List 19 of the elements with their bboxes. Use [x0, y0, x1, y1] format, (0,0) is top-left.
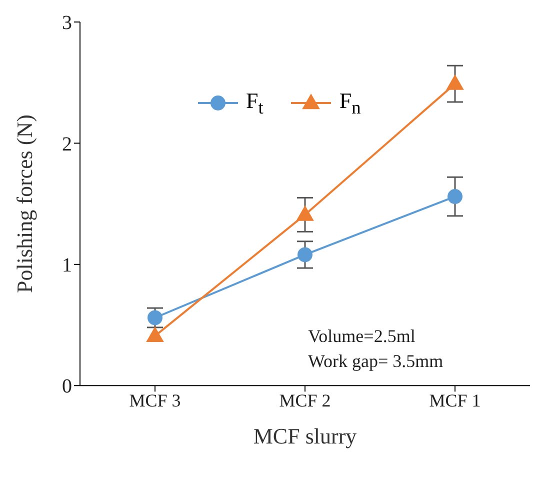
y-tick-label: 0	[62, 376, 72, 398]
x-tick-label: MCF 2	[279, 390, 331, 410]
legend-label: F$_{t}$	[246, 88, 264, 118]
annotation: Volume=2.5ml	[308, 325, 416, 348]
legend-label: F$_{n}$	[339, 88, 361, 118]
y-axis-title: Polishing forces (N)	[12, 114, 37, 294]
point	[148, 310, 162, 326]
y-tick-label: 3	[62, 12, 72, 34]
x-axis-title: MCF slurry	[253, 424, 357, 449]
point	[146, 327, 164, 342]
y-tick-label: 2	[62, 133, 72, 156]
point	[296, 206, 314, 221]
point	[448, 189, 462, 204]
annotation: Work gap= 3.5mm	[308, 350, 444, 373]
x-tick-label: MCF 1	[429, 390, 481, 410]
point	[446, 74, 464, 90]
point	[298, 247, 312, 262]
y-tick-label: 1	[62, 254, 72, 277]
x-tick-label: MCF 3	[129, 390, 181, 410]
